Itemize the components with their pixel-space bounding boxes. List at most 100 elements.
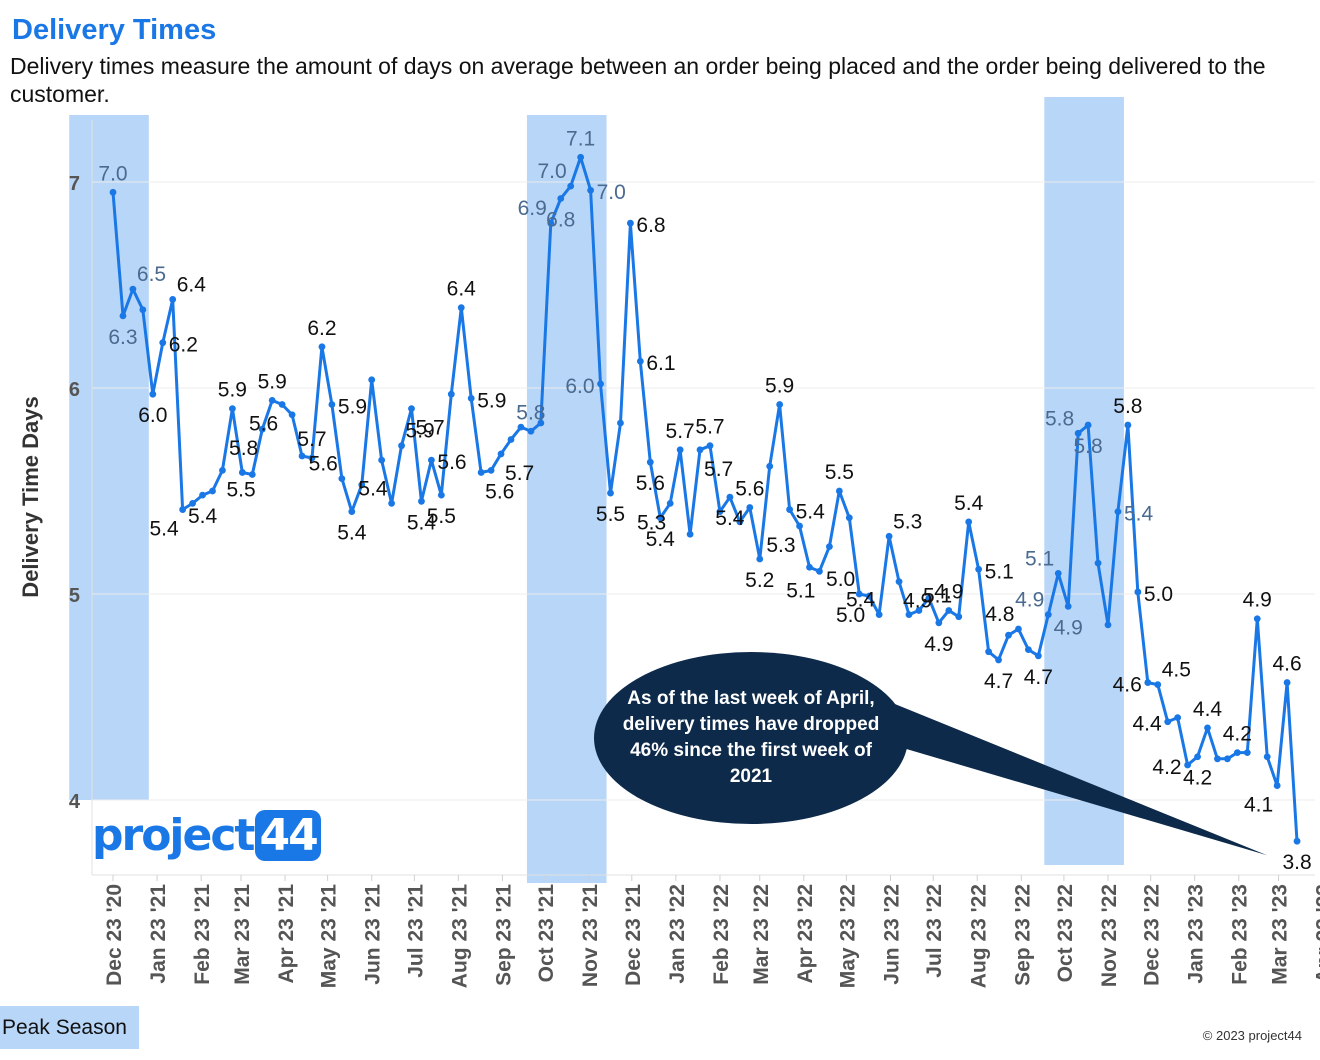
x-tick-label: Mar 23 '21 <box>231 884 254 985</box>
y-axis-title: Delivery Time Days <box>18 396 43 597</box>
data-point <box>1214 755 1221 763</box>
data-point <box>497 450 505 458</box>
data-point <box>507 436 515 443</box>
data-label: 5.0 <box>836 604 865 627</box>
data-point <box>875 611 883 618</box>
data-point <box>1124 421 1132 429</box>
x-tick-label: Jan 23 '22 <box>666 884 689 984</box>
data-point <box>975 565 983 573</box>
data-point <box>1253 615 1261 623</box>
data-label: 4.5 <box>1162 659 1191 682</box>
data-point <box>1064 602 1072 610</box>
data-point <box>985 648 992 656</box>
data-label: 4.6 <box>1272 653 1301 676</box>
data-point <box>428 456 435 464</box>
data-point <box>756 555 764 563</box>
data-point <box>955 613 963 621</box>
x-tick-label: Sep 23 '21 <box>492 884 515 986</box>
data-point <box>229 405 236 412</box>
data-point <box>169 296 177 303</box>
data-label: 5.6 <box>485 480 514 503</box>
x-tick-label: Dec 23 '21 <box>622 884 645 986</box>
data-point <box>796 522 803 530</box>
data-point <box>696 446 704 454</box>
axes: 4 5 6 7 Delivery Time Days Dec 23 '20 Jan 23 '… <box>18 120 1320 988</box>
y-tick-label: 5 <box>69 585 80 607</box>
data-point <box>1174 714 1182 721</box>
data-point <box>378 456 386 464</box>
data-point <box>1015 625 1022 633</box>
data-point <box>855 590 863 598</box>
data-label: 7.0 <box>537 160 566 183</box>
data-label: 6.3 <box>108 326 137 349</box>
data-label: 5.6 <box>309 453 338 476</box>
data-point <box>189 499 197 507</box>
y-tick-label: 6 <box>69 379 80 401</box>
data-point <box>368 376 376 384</box>
x-tick-label: May 23 '22 <box>836 884 859 988</box>
x-tick-label: Mar 23 '23 <box>1269 884 1292 985</box>
data-label: 5.3 <box>893 510 922 533</box>
data-label: 5.7 <box>297 428 326 451</box>
data-label: 6.0 <box>565 375 594 398</box>
data-label: 6.9 <box>518 197 547 220</box>
data-point <box>995 656 1002 664</box>
data-point <box>258 425 266 433</box>
data-label: 5.9 <box>258 370 287 393</box>
data-point <box>656 514 664 522</box>
data-label: 5.8 <box>1045 407 1074 430</box>
data-label: 5.9 <box>477 389 506 412</box>
x-tick-label: Apr 23 '23 <box>1313 884 1320 984</box>
data-point <box>845 514 853 522</box>
data-label: 6.1 <box>646 352 675 375</box>
data-label: 6.8 <box>636 214 665 237</box>
data-label: 5.4 <box>337 522 367 545</box>
data-point <box>1154 681 1162 689</box>
data-point <box>915 607 923 614</box>
x-tick-label: Apr 23 '22 <box>794 884 817 984</box>
data-point <box>149 390 157 398</box>
chart-subtitle: Delivery times measure the amount of day… <box>10 53 1266 107</box>
data-point <box>358 481 366 489</box>
data-point <box>895 578 903 586</box>
x-tick-label: Sep 23 '22 <box>1011 884 1034 986</box>
data-label: 5.8 <box>1073 435 1102 458</box>
data-label: 5.6 <box>249 412 278 435</box>
x-tick-label: Jul 23 '22 <box>923 884 946 978</box>
data-label: 6.2 <box>307 317 336 340</box>
data-point <box>119 312 127 320</box>
data-point <box>298 452 306 460</box>
data-point <box>338 475 346 483</box>
x-tick-label: Mar 23 '22 <box>750 884 773 985</box>
data-label: 4.9 <box>1015 589 1044 612</box>
data-point <box>1005 631 1012 639</box>
data-point <box>238 469 246 476</box>
data-point <box>617 419 624 427</box>
data-point <box>865 592 873 600</box>
data-label: 5.7 <box>666 420 695 443</box>
logo-text: project <box>92 810 255 861</box>
data-point <box>885 532 893 540</box>
x-tick-label: Dec 23 '22 <box>1141 884 1164 986</box>
x-tick-label: Oct 23 '22 <box>1054 884 1077 982</box>
data-label: 5.7 <box>416 417 445 440</box>
data-point <box>268 396 276 404</box>
data-label: 5.6 <box>437 451 466 474</box>
data-point <box>945 607 953 614</box>
data-label: 4.9 <box>903 590 932 613</box>
data-label: 5.3 <box>766 534 795 557</box>
data-point <box>487 467 495 474</box>
x-tick-label: Aug 23 '21 <box>448 884 471 989</box>
data-point <box>437 491 445 499</box>
data-point <box>457 304 465 312</box>
data-point <box>1233 749 1241 757</box>
data-label: 5.4 <box>646 528 676 551</box>
data-label: 5.6 <box>735 477 764 500</box>
data-label: 4.6 <box>1113 674 1142 697</box>
data-label: 5.3 <box>637 511 666 534</box>
x-tick-label: Jun 23 '21 <box>362 884 385 985</box>
data-point <box>278 401 286 408</box>
x-tick-label: Aug 23 '22 <box>967 884 990 988</box>
data-label: 5.8 <box>1113 395 1142 418</box>
data-label: 5.0 <box>1144 583 1173 606</box>
